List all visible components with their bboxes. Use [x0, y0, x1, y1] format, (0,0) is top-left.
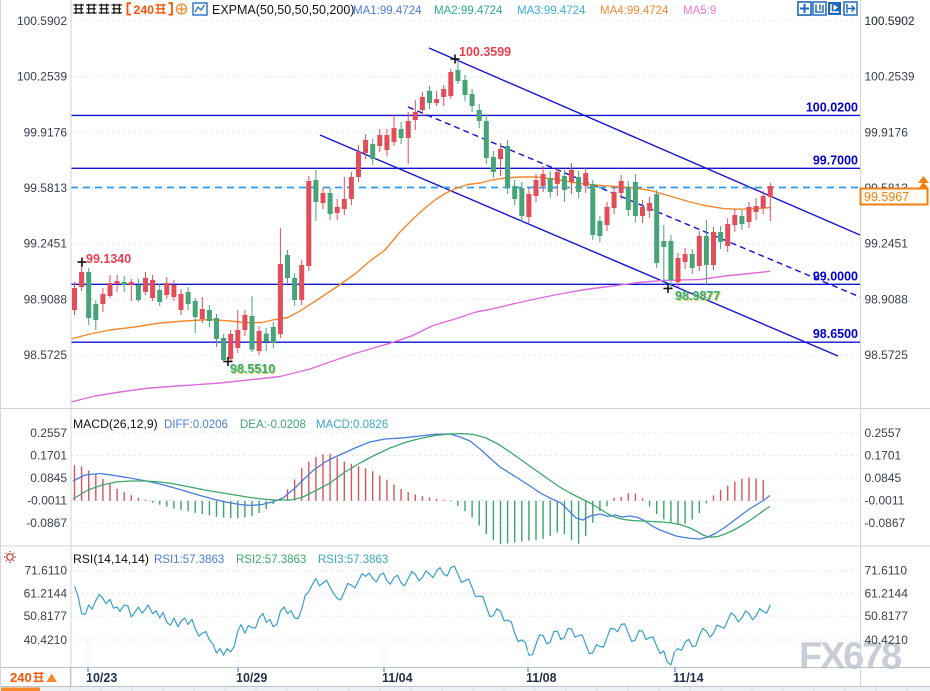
svg-text:98.9088: 98.9088 [865, 292, 909, 306]
svg-text:11/14: 11/14 [673, 671, 704, 685]
svg-text:99.9176: 99.9176 [865, 125, 909, 139]
svg-text:98.9877: 98.9877 [676, 290, 721, 304]
svg-text:MA4:99.4724: MA4:99.4724 [600, 5, 669, 17]
svg-text:0.0845: 0.0845 [865, 471, 902, 485]
svg-text:100.5902: 100.5902 [17, 14, 67, 28]
svg-text:98.9088: 98.9088 [24, 292, 68, 306]
svg-text:RSI1:57.3863: RSI1:57.3863 [154, 554, 224, 566]
svg-text:99.2451: 99.2451 [865, 237, 909, 251]
svg-text:99.0000: 99.0000 [813, 269, 858, 283]
svg-text:0.1701: 0.1701 [865, 449, 902, 463]
svg-text:98.5725: 98.5725 [24, 348, 68, 362]
svg-text:99.2451: 99.2451 [24, 237, 68, 251]
svg-text:98.5725: 98.5725 [865, 348, 909, 362]
svg-text:240: 240 [10, 670, 32, 685]
svg-text:MACD(26,12,9): MACD(26,12,9) [73, 417, 158, 431]
svg-text:100.2539: 100.2539 [17, 70, 67, 84]
svg-text:11/08: 11/08 [526, 671, 557, 685]
svg-text:RSI(14,14,14): RSI(14,14,14) [73, 552, 149, 566]
svg-text:50.8177: 50.8177 [24, 609, 68, 623]
svg-text:71.6110: 71.6110 [25, 564, 68, 578]
svg-text:RSI2:57.3863: RSI2:57.3863 [236, 554, 306, 566]
svg-text:98.5510: 98.5510 [231, 363, 276, 377]
svg-text:99.9176: 99.9176 [24, 125, 68, 139]
svg-text:RSI3:57.3863: RSI3:57.3863 [318, 554, 388, 566]
svg-text:-0.0867: -0.0867 [865, 516, 906, 530]
svg-text:100.0200: 100.0200 [806, 100, 858, 114]
svg-text:10/23: 10/23 [86, 671, 117, 685]
svg-text:MA3:99.4724: MA3:99.4724 [517, 5, 586, 17]
svg-text:98.5510: 98.5510 [230, 362, 275, 376]
svg-text:100.5902: 100.5902 [865, 14, 915, 28]
svg-text:98.6500: 98.6500 [813, 327, 858, 341]
svg-text:DEA:-0.0208: DEA:-0.0208 [240, 419, 306, 431]
svg-text:100.2539: 100.2539 [865, 70, 915, 84]
svg-text:100.5902: 100.5902 [865, 14, 915, 28]
svg-text:0.2557: 0.2557 [30, 426, 67, 440]
svg-text:-0.0011: -0.0011 [865, 494, 905, 508]
svg-text:MA2:99.4724: MA2:99.4724 [434, 5, 503, 17]
svg-text:99.5813: 99.5813 [24, 181, 68, 195]
svg-text:40.4210: 40.4210 [865, 633, 909, 647]
svg-text:MA5:9: MA5:9 [683, 5, 716, 17]
svg-text:240: 240 [134, 3, 155, 17]
svg-text:10/29: 10/29 [236, 671, 267, 685]
svg-text:-0.0867: -0.0867 [26, 516, 67, 530]
svg-text:71.6110: 71.6110 [865, 564, 908, 578]
svg-text:40.4210: 40.4210 [24, 633, 68, 647]
svg-text:0.0845: 0.0845 [30, 471, 67, 485]
svg-text:100.3599: 100.3599 [459, 45, 511, 59]
svg-text:98.9877: 98.9877 [675, 289, 720, 303]
svg-text:50.8177: 50.8177 [865, 609, 909, 623]
svg-text:EXPMA(50,50,50,50,200): EXPMA(50,50,50,50,200) [212, 3, 354, 17]
svg-text:MACD:0.0826: MACD:0.0826 [316, 419, 388, 431]
svg-text:-0.0011: -0.0011 [27, 494, 67, 508]
svg-text:61.2144: 61.2144 [24, 587, 68, 601]
svg-text:11/04: 11/04 [382, 671, 413, 685]
svg-text:99.5967: 99.5967 [864, 190, 909, 204]
svg-text:0.2557: 0.2557 [865, 426, 902, 440]
svg-text:61.2144: 61.2144 [865, 587, 909, 601]
svg-text:FX678: FX678 [799, 636, 901, 678]
svg-text:0.1701: 0.1701 [30, 449, 67, 463]
svg-text:MA1:99.4724: MA1:99.4724 [353, 5, 422, 17]
svg-text:DIFF:0.0206: DIFF:0.0206 [164, 419, 228, 431]
svg-text:99.1340: 99.1340 [86, 252, 131, 266]
svg-text:99.7000: 99.7000 [813, 153, 858, 167]
